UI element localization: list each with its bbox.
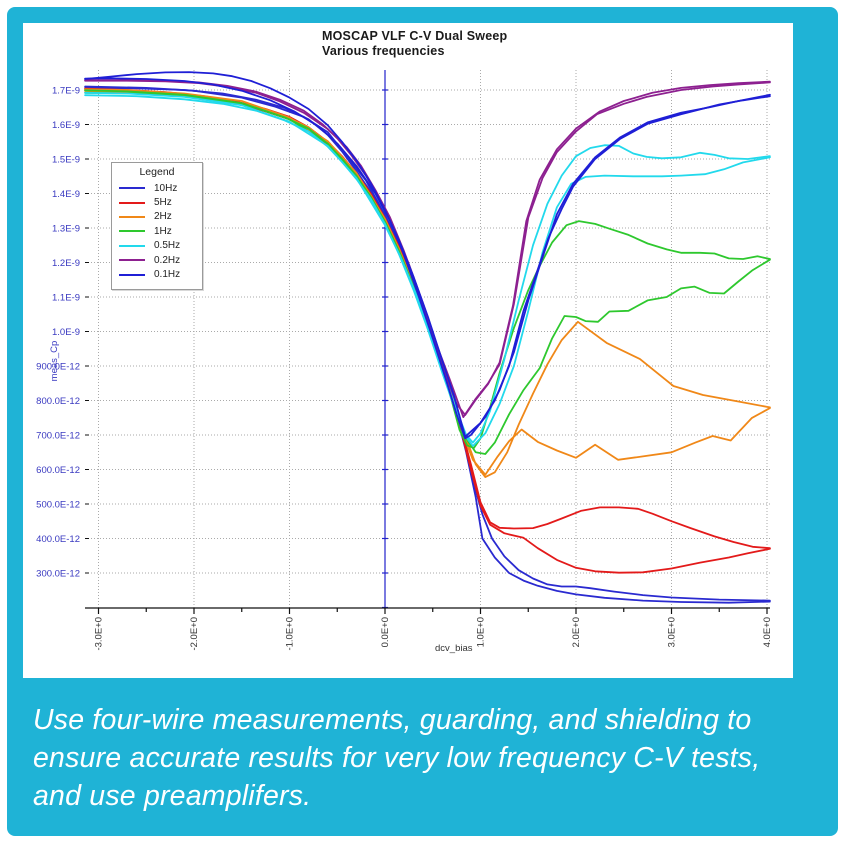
y-tick-label: 1.5E-9 <box>52 155 80 166</box>
y-tick-label: 900.0E-12 <box>36 362 80 373</box>
zero-bias-axis <box>382 70 388 609</box>
legend-label: 1Hz <box>154 225 172 237</box>
y-tick-label: 800.0E-12 <box>36 396 80 407</box>
legend-swatch-0.1hz <box>119 273 145 276</box>
legend-label: 0.5Hz <box>154 240 181 252</box>
legend-item-0.1hz: 0.1Hz <box>112 267 202 281</box>
x-tick-label: 3.0E+0 <box>667 617 678 647</box>
y-tick-label: 1.0E-9 <box>52 327 80 338</box>
legend-title: Legend <box>139 166 175 178</box>
y-tick-label: 500.0E-12 <box>36 500 80 511</box>
x-tick-label: 4.0E+0 <box>762 617 773 647</box>
x-tick-label: 2.0E+0 <box>571 617 582 647</box>
x-tick-label: -1.0E+0 <box>285 617 296 651</box>
legend-label: 0.2Hz <box>154 254 181 266</box>
y-tick-label: 1.6E-9 <box>52 120 80 131</box>
legend-swatch-0.2hz <box>119 259 145 262</box>
x-axis-title: dcv_bias <box>435 643 473 654</box>
chart-panel: -3.0E+0 -2.0E+0 -1.0E+0 0.0E+0 1.0E+0 2.0E+0 3… <box>23 23 793 678</box>
legend-item-1hz: 1Hz <box>112 224 202 238</box>
y-axis-title: meas_Cp <box>49 341 60 382</box>
plot-area: -3.0E+0 -2.0E+0 -1.0E+0 0.0E+0 1.0E+0 2.0E+0 3… <box>36 70 773 654</box>
legend-swatch-5hz <box>119 201 145 204</box>
y-tick-label: 1.1E-9 <box>52 293 80 304</box>
y-tick-label: 1.2E-9 <box>52 258 80 269</box>
legend-label: 10Hz <box>154 182 178 194</box>
x-axis: -3.0E+0 -2.0E+0 -1.0E+0 0.0E+0 1.0E+0 2.0E+0 3… <box>85 607 773 654</box>
y-tick-label: 1.4E-9 <box>52 189 80 200</box>
curves <box>84 71 771 604</box>
caption-text: Use four-wire measurements, guarding, an… <box>33 701 828 815</box>
y-tick-label: 700.0E-12 <box>36 431 80 442</box>
caption-line-3: and use preamplifers. <box>33 780 312 812</box>
legend-swatch-2hz <box>119 215 145 218</box>
cyan-frame: -3.0E+0 -2.0E+0 -1.0E+0 0.0E+0 1.0E+0 2.0E+0 3… <box>7 7 838 836</box>
legend-item-2hz: 2Hz <box>112 210 202 224</box>
legend-item-10hz: 10Hz <box>112 181 202 195</box>
y-tick-label: 1.3E-9 <box>52 224 80 235</box>
legend-label: 2Hz <box>154 211 172 223</box>
legend-swatch-10hz <box>119 187 145 190</box>
legend-label: 0.1Hz <box>154 269 181 281</box>
x-tick-label: 0.0E+0 <box>380 617 391 647</box>
chart-title: MOSCAP VLF C-V Dual Sweep <box>322 29 508 43</box>
curve-0.1Hz-trace-1 <box>84 71 771 438</box>
y-tick-label: 400.0E-12 <box>36 534 80 545</box>
legend-item-0.2hz: 0.2Hz <box>112 253 202 267</box>
x-tick-label: 1.0E+0 <box>476 617 487 647</box>
legend-label: 5Hz <box>154 197 172 209</box>
gridlines <box>85 70 770 608</box>
caption-line-2: ensure accurate results for very low fre… <box>33 742 761 774</box>
legend-swatch-0.5hz <box>119 244 145 247</box>
legend-box: Legend 10Hz 5Hz 2Hz 1Hz 0.5Hz 0.2Hz 0.1Hz <box>111 162 203 290</box>
legend-item-0.5hz: 0.5Hz <box>112 239 202 253</box>
chart-subtitle: Various frequencies <box>322 44 445 58</box>
curve-1Hz-trace-2 <box>84 89 771 450</box>
x-tick-label: -3.0E+0 <box>94 617 105 651</box>
y-axis: 1.7E-9 1.6E-9 1.5E-9 1.4E-9 1.3E-9 1.2E-9 1.1E… <box>36 86 89 580</box>
y-tick-label: 600.0E-12 <box>36 465 80 476</box>
caption-line-1: Use four-wire measurements, guarding, an… <box>33 704 752 736</box>
x-tick-label: -2.0E+0 <box>189 617 200 651</box>
curve-0.5Hz-trace-2 <box>84 91 771 444</box>
legend-swatch-1hz <box>119 230 145 233</box>
curve-1Hz-trace-1 <box>84 91 771 455</box>
legend-item-5hz: 5Hz <box>112 195 202 209</box>
y-tick-label: 1.7E-9 <box>52 86 80 97</box>
y-tick-label: 300.0E-12 <box>36 569 80 580</box>
curve-0.1Hz-trace-2 <box>84 77 771 440</box>
